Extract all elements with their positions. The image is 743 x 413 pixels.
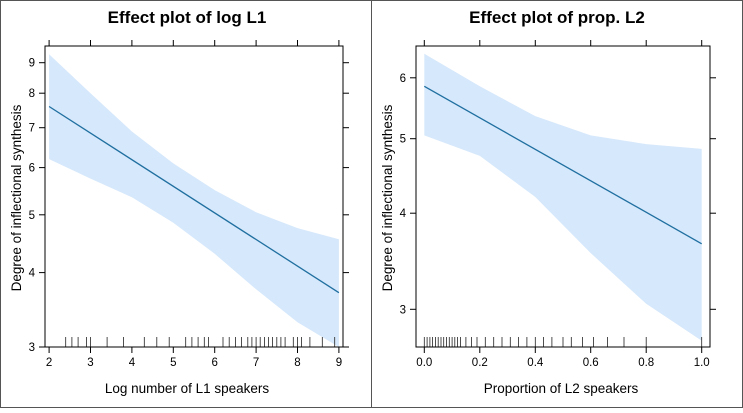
x-tick-label: 4 bbox=[129, 357, 136, 369]
fit-line bbox=[423, 85, 703, 245]
x-tick-label: 1.0 bbox=[694, 357, 710, 369]
x-tick-label: 0.8 bbox=[638, 357, 654, 369]
x-tick-label: 9 bbox=[336, 357, 342, 369]
y-tick-label: 3 bbox=[400, 304, 406, 316]
y-tick-label: 7 bbox=[29, 123, 35, 135]
x-tick-label: 0.2 bbox=[472, 357, 488, 369]
y-tick-label: 8 bbox=[29, 88, 35, 100]
x-tick-label: 7 bbox=[253, 357, 259, 369]
x-tick-label: 0.6 bbox=[583, 357, 599, 369]
y-tick-label: 9 bbox=[29, 58, 35, 70]
panel-log-l1: Effect plot of log L1 Log number of L1 s… bbox=[9, 8, 349, 396]
y-axis-label: Degree of inflectional synthesis bbox=[380, 104, 395, 291]
confidence-band bbox=[49, 54, 339, 347]
y-axis-label: Degree of inflectional synthesis bbox=[9, 104, 24, 291]
x-tick-label: 0.4 bbox=[527, 357, 544, 369]
panel-prop-l2: Effect plot of prop. L2 Proportion of L2… bbox=[380, 8, 716, 396]
x-tick-label: 2 bbox=[46, 357, 52, 369]
y-tick-label: 5 bbox=[29, 210, 35, 222]
panel-title: Effect plot of prop. L2 bbox=[469, 8, 645, 27]
x-tick-label: 8 bbox=[294, 357, 300, 369]
fit-line bbox=[48, 105, 340, 294]
plot-frame bbox=[44, 45, 344, 348]
y-tick-label: 6 bbox=[400, 73, 406, 85]
y-tick-label: 3 bbox=[29, 342, 35, 354]
x-tick-label: 0.0 bbox=[416, 357, 432, 369]
y-tick-label: 6 bbox=[29, 163, 35, 175]
y-tick-label: 4 bbox=[29, 268, 36, 280]
plot-frame bbox=[415, 45, 711, 348]
y-tick-label: 5 bbox=[400, 134, 406, 146]
y-tick-label: 4 bbox=[400, 208, 407, 220]
panel-title: Effect plot of log L1 bbox=[108, 8, 267, 27]
x-axis-label: Proportion of L2 speakers bbox=[484, 381, 639, 396]
x-tick-label: 3 bbox=[87, 357, 93, 369]
x-axis-label: Log number of L1 speakers bbox=[105, 381, 270, 396]
x-tick-label: 6 bbox=[211, 357, 217, 369]
x-tick-label: 5 bbox=[170, 357, 176, 369]
